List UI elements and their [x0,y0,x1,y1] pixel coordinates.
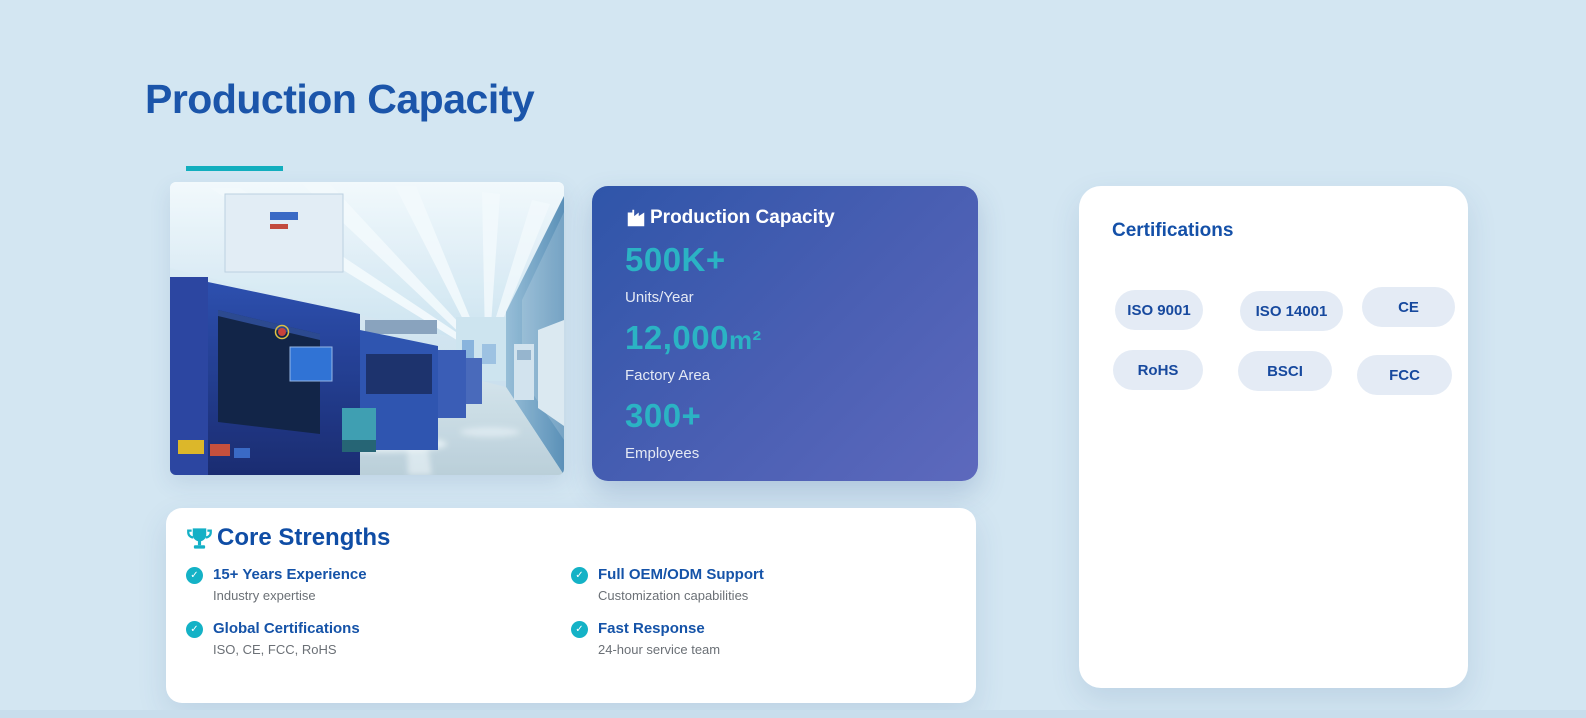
page-title: Production Capacity [145,76,535,122]
certifications-title: Certifications [1112,220,1234,241]
title-accent-bar [186,166,283,171]
stat-value-employees: 300+ [625,397,702,434]
cert-badge-bsci: BSCI [1238,351,1332,391]
strength-subtitle: Industry expertise [213,588,316,603]
strength-title: 15+ Years Experience [213,566,367,583]
core-strengths-title: Core Strengths [217,524,391,551]
cert-badge-ce: CE [1362,287,1455,327]
stat-label-units: Units/Year [625,289,694,306]
production-stats-card: Production Capacity 500K+ Units/Year 12,… [592,186,978,481]
cert-badge-fcc: FCC [1357,355,1452,395]
factory-photo [170,182,564,475]
factory-icon [625,207,647,229]
stats-card-header: Production Capacity [625,207,945,229]
stat-label-area: Factory Area [625,367,711,384]
strength-item-oem-odm: ✓ Full OEM/ODM Support Customization cap… [571,565,956,604]
stat-label-employees: Employees [625,445,700,462]
strength-subtitle: 24-hour service team [598,642,721,657]
cert-badge-rohs: RoHS [1113,350,1203,390]
core-strengths-card: Core Strengths ✓ 15+ Years Experience In… [166,508,976,703]
check-icon: ✓ [571,621,588,638]
certification-badge-grid: ISO 9001 ISO 14001 CE RoHS BSCI FCC [1112,242,1455,442]
strength-title: Fast Response [598,620,705,637]
trophy-icon [186,525,213,552]
cert-badge-iso9001: ISO 9001 [1115,290,1203,330]
check-icon: ✓ [571,567,588,584]
certifications-card: Certifications ISO 9001 ISO 14001 CE RoH… [1079,186,1468,688]
core-strengths-grid: ✓ 15+ Years Experience Industry expertis… [186,565,956,658]
strength-item-fast-response: ✓ Fast Response 24-hour service team [571,619,956,658]
cert-badge-iso14001: ISO 14001 [1240,291,1343,331]
stats-card-title: Production Capacity [650,207,835,228]
factory-photo-illustration [170,182,564,475]
strength-title: Full OEM/ODM Support [598,566,764,583]
stat-value-area: 12,000m² [625,319,762,356]
strength-subtitle: ISO, CE, FCC, RoHS [213,642,337,657]
core-strengths-header: Core Strengths [186,524,956,552]
strength-subtitle: Customization capabilities [598,588,749,603]
strength-item-certifications: ✓ Global Certifications ISO, CE, FCC, Ro… [186,619,571,658]
strength-item-experience: ✓ 15+ Years Experience Industry expertis… [186,565,571,604]
strength-title: Global Certifications [213,620,360,637]
check-icon: ✓ [186,621,203,638]
stat-value-units: 500K+ [625,241,726,278]
slide-bottom-edge [0,710,1586,718]
check-icon: ✓ [186,567,203,584]
